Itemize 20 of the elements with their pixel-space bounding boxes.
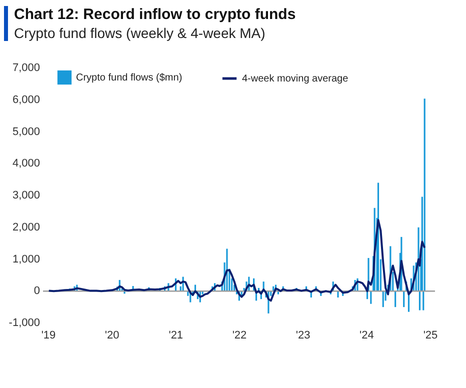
x-tick-label: '20 [104,330,120,342]
x-tick-label: '23 [296,330,310,342]
y-tick-label: 5,000 [12,126,40,138]
y-tick-label: 7,000 [12,62,40,74]
y-tick-label: 4,000 [12,158,40,170]
x-tick-label: '19 [41,330,56,342]
x-tick-label: '22 [232,330,247,342]
x-tick-label: '24 [360,330,374,342]
y-tick-label: 0 [34,285,40,298]
chart-subtitle: Crypto fund flows (weekly & 4-week MA) [14,25,266,41]
y-tick-label: 6,000 [12,94,40,106]
y-tick-label: 3,000 [12,190,40,202]
x-tick-label: '21 [168,330,184,342]
y-tick-label: 2,000 [12,221,40,234]
legend-label: 4-week moving average [242,74,349,84]
x-tick-label: '25 [423,330,438,342]
y-tick-label: 1,000 [12,253,40,266]
chart-title: Chart 12: Record inflow to crypto funds [14,6,296,23]
y-tick-label: -1,000 [8,317,40,329]
legend-label: Crypto fund flows ($mn) [76,72,182,84]
